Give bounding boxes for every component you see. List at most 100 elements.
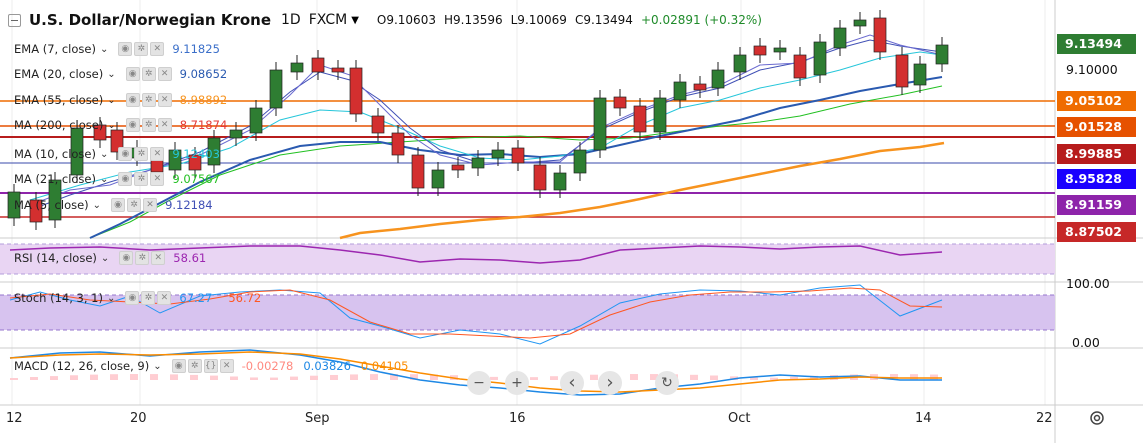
gear-icon[interactable]: ✲: [187, 359, 202, 373]
indicator-legend[interactable]: EMA (55, close) ⌄ ◉ ✲ ✕ 8.98892: [14, 93, 227, 107]
chevron-down-icon[interactable]: ⌄: [106, 292, 116, 304]
candle-body: [188, 154, 202, 171]
indicator-name: EMA (20, close): [14, 67, 104, 81]
change-value: +0.02891 (+0.32%): [640, 13, 762, 27]
data-source[interactable]: FXCM: [308, 12, 348, 28]
macd-hist-value: -0.00278: [241, 359, 294, 373]
macd-histogram-bar: [310, 375, 318, 380]
macd-histogram-bar: [30, 377, 38, 380]
candle-body: [693, 83, 707, 91]
indicator-legend[interactable]: MA (10, close) ⌄ ◉ ✲ ✕ 9.12403: [14, 147, 220, 161]
indicator-legend[interactable]: EMA (20, close) ⌄ ◉ ✲ ✕ 9.08652: [14, 67, 227, 81]
x-axis-label: 12: [6, 411, 23, 426]
stoch-name: Stoch (14, 3, 1): [14, 291, 103, 305]
eye-icon[interactable]: ◉: [171, 359, 186, 373]
scroll-right-button[interactable]: ›: [598, 371, 622, 395]
macd-histogram-bar: [350, 374, 358, 380]
chevron-down-icon[interactable]: ⌄: [100, 252, 110, 264]
chevron-down-icon[interactable]: ⌄: [107, 68, 116, 80]
macd-histogram-bar: [690, 374, 698, 380]
candle-body: [913, 63, 927, 86]
chevron-down-icon[interactable]: ⌄: [92, 199, 102, 211]
symbol-name[interactable]: U.S. Dollar/Norwegian Krone: [29, 11, 272, 29]
indicator-legend[interactable]: MA (5, close) ⌄ ◉ ✲ ✕ 9.12184: [14, 198, 213, 212]
indicator-name: MA (200, close): [14, 118, 104, 132]
price-label: 9.01528: [1057, 117, 1136, 137]
close-icon[interactable]: ✕: [143, 198, 158, 212]
macd-histogram-bar: [770, 377, 778, 380]
source-code-icon[interactable]: {}: [203, 359, 218, 373]
rsi-legend[interactable]: RSI (14, close) ⌄ ◉ ✲ ✕ 58.61: [14, 251, 206, 265]
chevron-down-icon[interactable]: ⌄: [99, 148, 109, 160]
candle-body: [110, 129, 124, 153]
gear-icon[interactable]: ✲: [134, 42, 149, 56]
price-label: 8.95828: [1057, 169, 1136, 189]
gear-icon[interactable]: ✲: [134, 147, 149, 161]
gear-icon[interactable]: ✲: [141, 291, 156, 305]
eye-icon[interactable]: ◉: [119, 251, 134, 265]
gear-icon[interactable]: ✲: [141, 67, 156, 81]
eye-icon[interactable]: ◉: [125, 118, 140, 132]
x-axis-label: Oct: [728, 411, 751, 426]
macd-histogram-bar: [810, 375, 818, 380]
reset-chart-button[interactable]: ↻: [655, 371, 679, 395]
eye-icon[interactable]: ◉: [118, 172, 133, 186]
stoch-legend[interactable]: Stoch (14, 3, 1) ⌄ ◉ ✲ ✕ 67.27 56.72: [14, 291, 261, 305]
x-axis-label: 14: [915, 411, 932, 426]
candle-body: [873, 17, 887, 53]
chevron-down-icon[interactable]: ▼: [351, 14, 359, 26]
candle-body: [895, 54, 909, 88]
chevron-down-icon[interactable]: ⌄: [99, 173, 109, 185]
zoom-out-button[interactable]: −: [467, 371, 491, 395]
stoch-scale-bottom: 0.00: [1072, 335, 1100, 350]
timeframe[interactable]: 1D: [281, 12, 301, 28]
eye-icon[interactable]: ◉: [118, 147, 133, 161]
candle-body: [935, 44, 949, 65]
indicator-legend[interactable]: EMA (7, close) ⌄ ◉ ✲ ✕ 9.11825: [14, 42, 220, 56]
eye-icon[interactable]: ◉: [125, 291, 140, 305]
chevron-down-icon[interactable]: ⌄: [107, 119, 116, 131]
candle-body: [249, 107, 263, 134]
macd-name: MACD (12, 26, close, 9): [14, 359, 150, 373]
close-icon[interactable]: ✕: [157, 118, 172, 132]
gear-icon[interactable]: ✲: [134, 172, 149, 186]
close-icon[interactable]: ✕: [150, 172, 165, 186]
close-value: C9.13494: [574, 13, 633, 27]
x-axis-label: 20: [130, 411, 147, 426]
candle-body: [207, 137, 221, 166]
close-icon[interactable]: ✕: [157, 291, 172, 305]
gear-icon[interactable]: ✲: [127, 198, 142, 212]
gear-icon[interactable]: ✲: [141, 118, 156, 132]
indicator-legend[interactable]: MA (21, close) ⌄ ◉ ✲ ✕ 9.07567: [14, 172, 220, 186]
close-icon[interactable]: ✕: [157, 67, 172, 81]
close-icon[interactable]: ✕: [151, 251, 166, 265]
chevron-down-icon[interactable]: ⌄: [107, 94, 116, 106]
chevron-down-icon[interactable]: ⌄: [153, 360, 162, 372]
scroll-left-button[interactable]: ‹: [560, 371, 584, 395]
candle-body: [753, 45, 767, 56]
collapse-icon[interactable]: [8, 13, 21, 27]
eye-icon[interactable]: ◉: [111, 198, 126, 212]
indicator-name: MA (10, close): [14, 147, 96, 161]
macd-legend[interactable]: MACD (12, 26, close, 9) ⌄ ◉ ✲{} ✕ -0.00278…: [14, 359, 408, 373]
eye-icon[interactable]: ◉: [125, 93, 140, 107]
macd-histogram-bar: [110, 374, 118, 380]
indicator-legend[interactable]: MA (200, close) ⌄ ◉ ✲ ✕ 8.71874: [14, 118, 227, 132]
close-icon[interactable]: ✕: [150, 147, 165, 161]
close-icon[interactable]: ✕: [157, 93, 172, 107]
zoom-in-button[interactable]: +: [505, 371, 529, 395]
macd-histogram-bar: [130, 374, 138, 380]
gear-icon[interactable]: ✲: [135, 251, 150, 265]
indicator-name: EMA (7, close): [14, 42, 96, 56]
chevron-down-icon[interactable]: ⌄: [99, 43, 109, 55]
close-icon[interactable]: ✕: [219, 359, 234, 373]
candle-body: [773, 47, 787, 53]
eye-icon[interactable]: ◉: [118, 42, 133, 56]
gear-icon[interactable]: ✲: [141, 93, 156, 107]
macd-histogram-bar: [230, 376, 238, 380]
candle-body: [431, 169, 445, 189]
eye-icon[interactable]: ◉: [125, 67, 140, 81]
candle-body: [673, 81, 687, 101]
close-icon[interactable]: ✕: [150, 42, 165, 56]
